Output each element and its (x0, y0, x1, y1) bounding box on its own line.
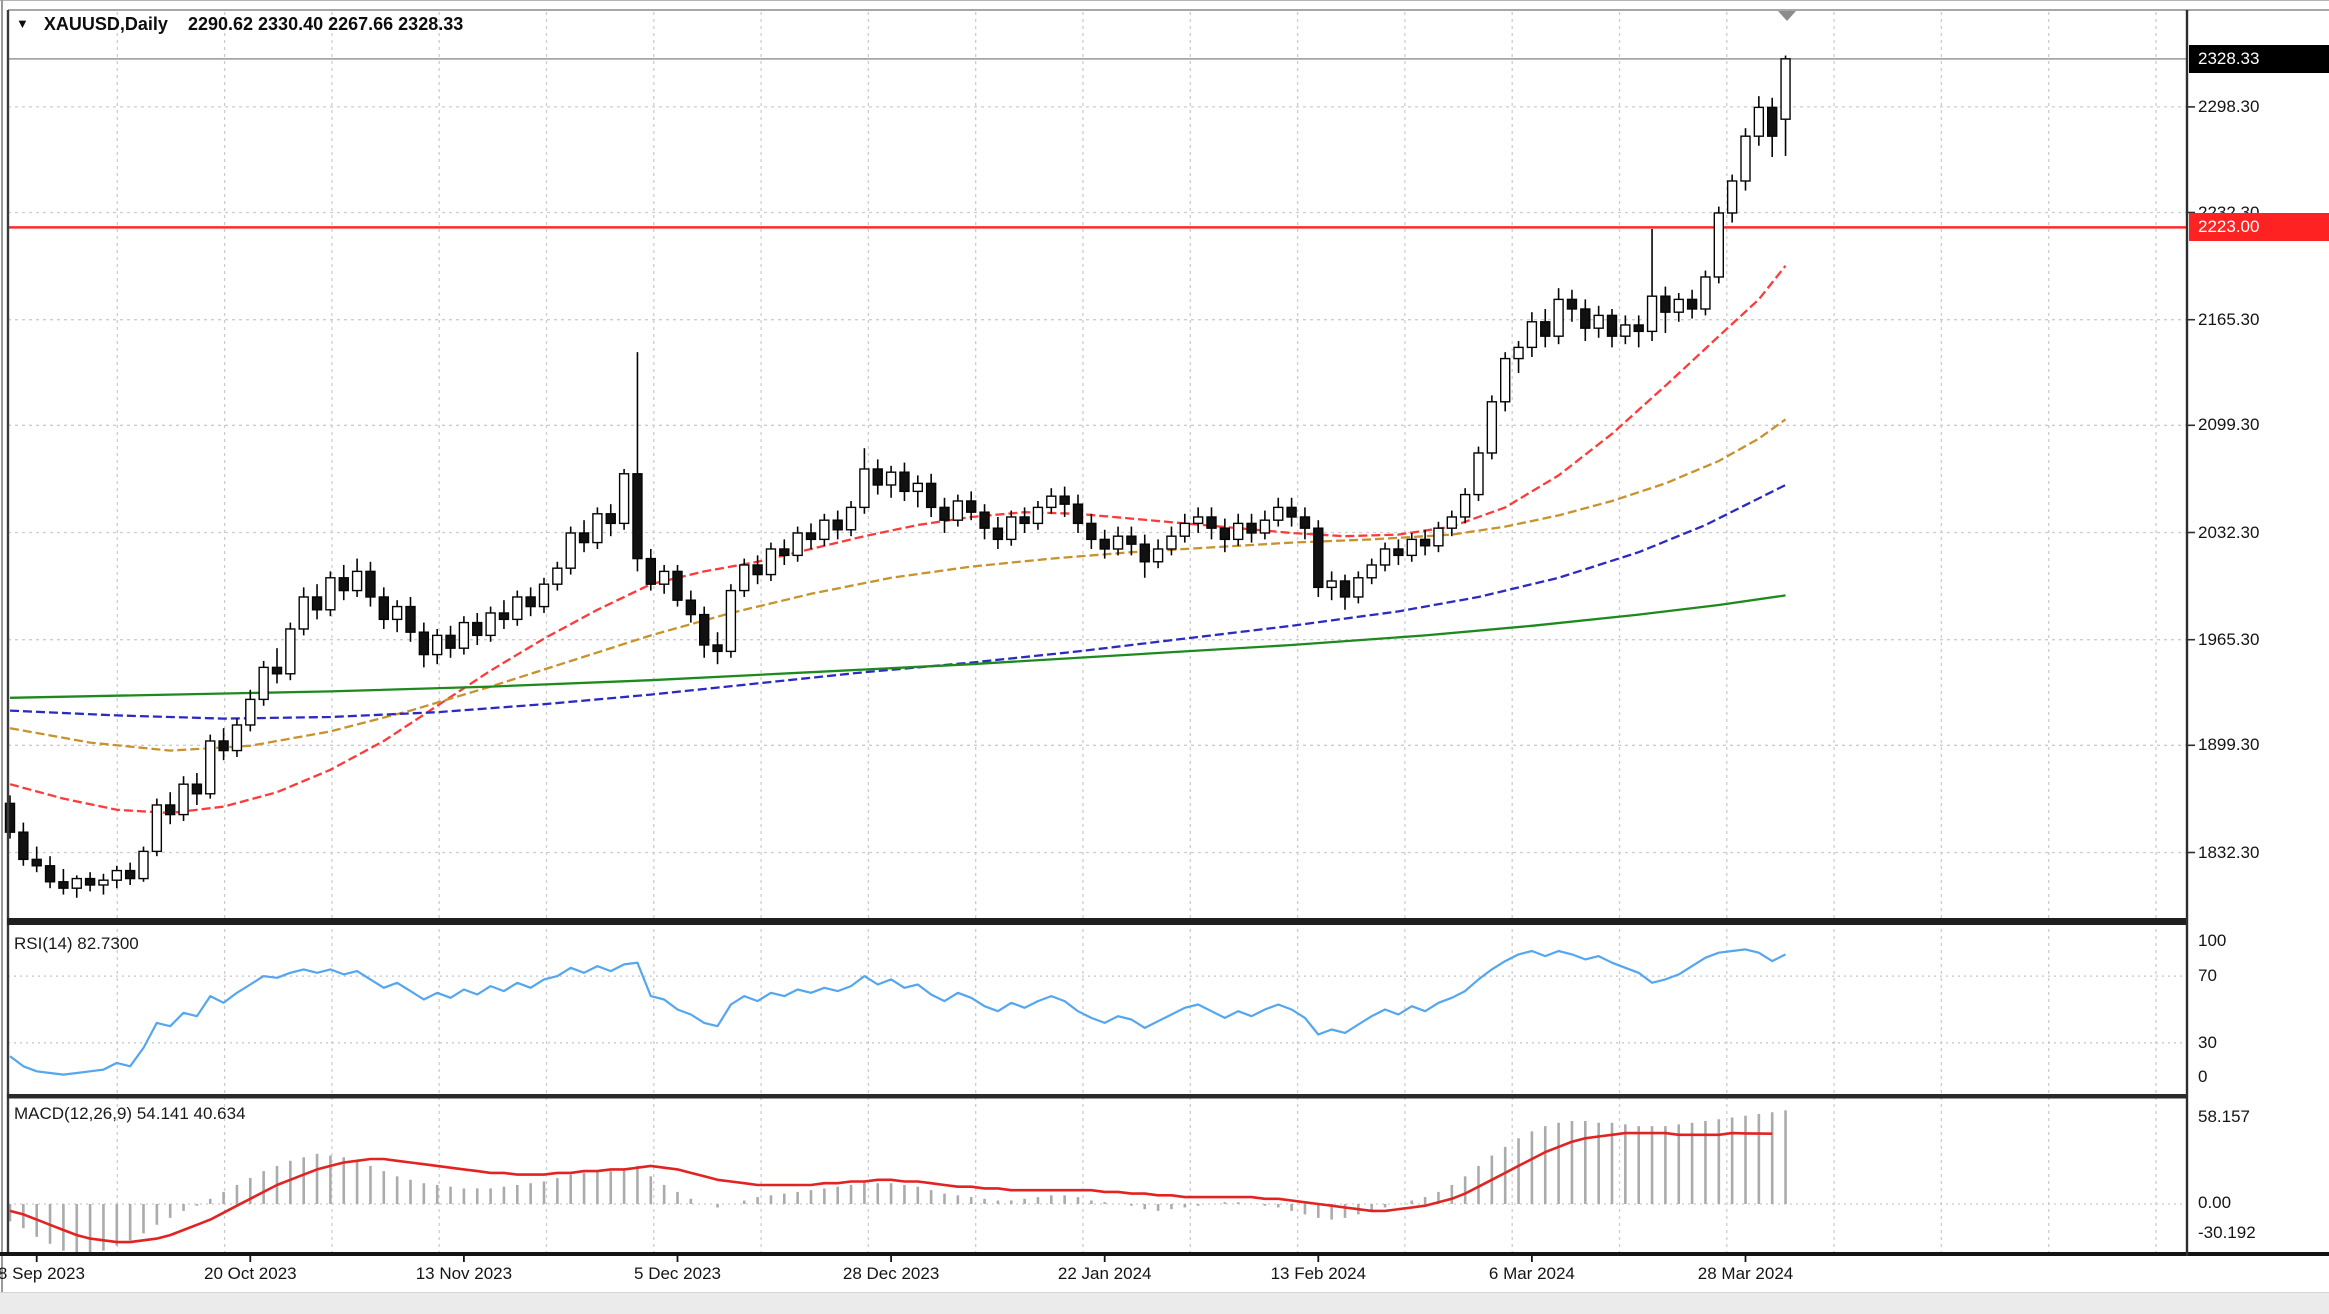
grid (8, 12, 2186, 1252)
price-axis[interactable] (2188, 10, 2329, 1256)
candlesticks (4, 55, 1791, 898)
ma-line-ma-mid-goldenrod (9, 418, 1787, 752)
chart-title-symbol: XAUUSD,Daily (43, 14, 168, 34)
symbol-dropdown-icon[interactable]: ▼ (16, 16, 29, 31)
ma-line-ma-long-green (9, 594, 1786, 699)
time-axis[interactable] (0, 1256, 2329, 1292)
macd-histogram (8, 1110, 1787, 1256)
bottom-scrollbar[interactable] (0, 1292, 2329, 1314)
ma-line-ma-fast-red (9, 265, 1787, 815)
chart-shift-marker-icon[interactable] (1778, 11, 1796, 21)
rsi-panel-label: RSI(14) 82.7300 (14, 934, 139, 953)
chart-title: ▼ XAUUSD,Daily 2290.62 2330.40 2267.66 2… (16, 14, 463, 35)
rsi-line (9, 948, 1786, 1076)
macd-panel-label: MACD(12,26,9) 54.141 40.634 (14, 1104, 246, 1123)
chart-title-ohlc: 2290.62 2330.40 2267.66 2328.33 (187, 14, 464, 34)
ma-line-ma-slow-blue (9, 483, 1787, 720)
macd-signal-line (9, 1131, 1773, 1244)
